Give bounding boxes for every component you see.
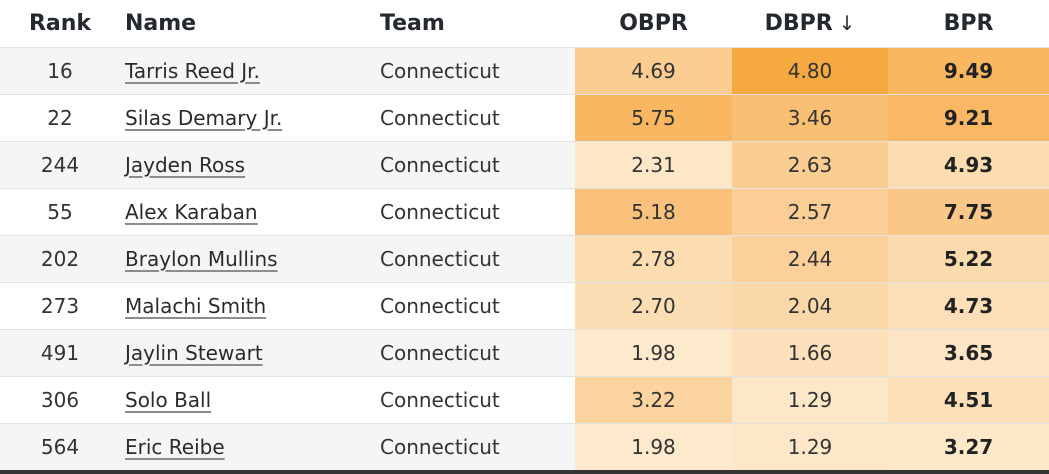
dbpr-value-cell: 1.66: [732, 328, 888, 376]
obpr-value-cell: 4.69: [575, 46, 732, 94]
obpr-value-cell: 1.98: [575, 422, 732, 470]
dbpr-value-cell: 1.29: [732, 375, 888, 423]
table-row: 16 Tarris Reed Jr. Connecticut 4.69 4.80…: [0, 46, 1049, 94]
bpr-value-cell: 4.93: [888, 140, 1049, 188]
dbpr-value-cell: 3.46: [732, 93, 888, 141]
team-cell: Connecticut: [375, 234, 575, 282]
name-cell: Tarris Reed Jr.: [120, 46, 375, 94]
obpr-value-cell: 2.70: [575, 281, 732, 329]
bpr-value-cell: 9.49: [888, 46, 1049, 94]
player-name-link[interactable]: Malachi Smith: [125, 293, 267, 318]
dbpr-value-cell: 1.29: [732, 422, 888, 470]
table-body: 16 Tarris Reed Jr. Connecticut 4.69 4.80…: [0, 46, 1049, 470]
bpr-value-cell: 4.51: [888, 375, 1049, 423]
obpr-value-cell: 2.31: [575, 140, 732, 188]
player-name-link[interactable]: Braylon Mullins: [125, 246, 278, 271]
table-header: Rank Name Team OBPR DBPR ↓ BPR: [0, 0, 1049, 47]
player-name-link[interactable]: Jayden Ross: [125, 152, 246, 177]
sort-descending-icon: ↓: [838, 10, 856, 35]
name-cell: Jayden Ross: [120, 140, 375, 188]
team-cell: Connecticut: [375, 93, 575, 141]
name-cell: Braylon Mullins: [120, 234, 375, 282]
dbpr-value-cell: 2.57: [732, 187, 888, 235]
table-row: 273 Malachi Smith Connecticut 2.70 2.04 …: [0, 281, 1049, 329]
team-cell: Connecticut: [375, 375, 575, 423]
obpr-value-cell: 1.98: [575, 328, 732, 376]
obpr-value-cell: 5.75: [575, 93, 732, 141]
team-cell: Connecticut: [375, 140, 575, 188]
name-cell: Silas Demary Jr.: [120, 93, 375, 141]
player-name-link[interactable]: Silas Demary Jr.: [125, 105, 283, 130]
rank-cell: 564: [0, 422, 120, 470]
rank-cell: 22: [0, 93, 120, 141]
player-name-link[interactable]: Alex Karaban: [125, 199, 258, 224]
bpr-value-cell: 5.22: [888, 234, 1049, 282]
dbpr-value-cell: 2.04: [732, 281, 888, 329]
obpr-value-cell: 5.18: [575, 187, 732, 235]
table-row: 564 Eric Reibe Connecticut 1.98 1.29 3.2…: [0, 422, 1049, 470]
column-header-dbpr-label: DBPR: [764, 10, 833, 36]
bpr-value-cell: 3.65: [888, 328, 1049, 376]
team-cell: Connecticut: [375, 422, 575, 470]
rank-cell: 202: [0, 234, 120, 282]
team-cell: Connecticut: [375, 46, 575, 94]
team-cell: Connecticut: [375, 187, 575, 235]
column-header-bpr[interactable]: BPR: [888, 0, 1049, 47]
bpr-value-cell: 4.73: [888, 281, 1049, 329]
bpr-value-cell: 3.27: [888, 422, 1049, 470]
dbpr-value-cell: 4.80: [732, 46, 888, 94]
column-header-dbpr[interactable]: DBPR ↓: [732, 0, 888, 47]
table-row: 55 Alex Karaban Connecticut 5.18 2.57 7.…: [0, 187, 1049, 235]
rank-cell: 244: [0, 140, 120, 188]
name-cell: Solo Ball: [120, 375, 375, 423]
name-cell: Jaylin Stewart: [120, 328, 375, 376]
table-row: 202 Braylon Mullins Connecticut 2.78 2.4…: [0, 234, 1049, 282]
dbpr-value-cell: 2.63: [732, 140, 888, 188]
bpr-value-cell: 9.21: [888, 93, 1049, 141]
table-row: 306 Solo Ball Connecticut 3.22 1.29 4.51: [0, 375, 1049, 423]
table-row: 244 Jayden Ross Connecticut 2.31 2.63 4.…: [0, 140, 1049, 188]
rank-cell: 306: [0, 375, 120, 423]
player-name-link[interactable]: Eric Reibe: [125, 434, 225, 459]
dbpr-value-cell: 2.44: [732, 234, 888, 282]
name-cell: Malachi Smith: [120, 281, 375, 329]
rank-cell: 16: [0, 46, 120, 94]
player-name-link[interactable]: Tarris Reed Jr.: [125, 58, 260, 83]
column-header-team[interactable]: Team: [375, 0, 575, 47]
rank-cell: 273: [0, 281, 120, 329]
bpr-value-cell: 7.75: [888, 187, 1049, 235]
obpr-value-cell: 3.22: [575, 375, 732, 423]
table-row: 22 Silas Demary Jr. Connecticut 5.75 3.4…: [0, 93, 1049, 141]
table-row: 491 Jaylin Stewart Connecticut 1.98 1.66…: [0, 328, 1049, 376]
name-cell: Eric Reibe: [120, 422, 375, 470]
team-cell: Connecticut: [375, 281, 575, 329]
rank-cell: 55: [0, 187, 120, 235]
name-cell: Alex Karaban: [120, 187, 375, 235]
obpr-value-cell: 2.78: [575, 234, 732, 282]
player-name-link[interactable]: Jaylin Stewart: [125, 340, 263, 365]
column-header-name[interactable]: Name: [120, 0, 375, 47]
player-name-link[interactable]: Solo Ball: [125, 387, 212, 412]
header-row: Rank Name Team OBPR DBPR ↓ BPR: [0, 0, 1049, 47]
rank-cell: 491: [0, 328, 120, 376]
column-header-rank[interactable]: Rank: [0, 0, 120, 47]
team-cell: Connecticut: [375, 328, 575, 376]
column-header-obpr[interactable]: OBPR: [575, 0, 732, 47]
